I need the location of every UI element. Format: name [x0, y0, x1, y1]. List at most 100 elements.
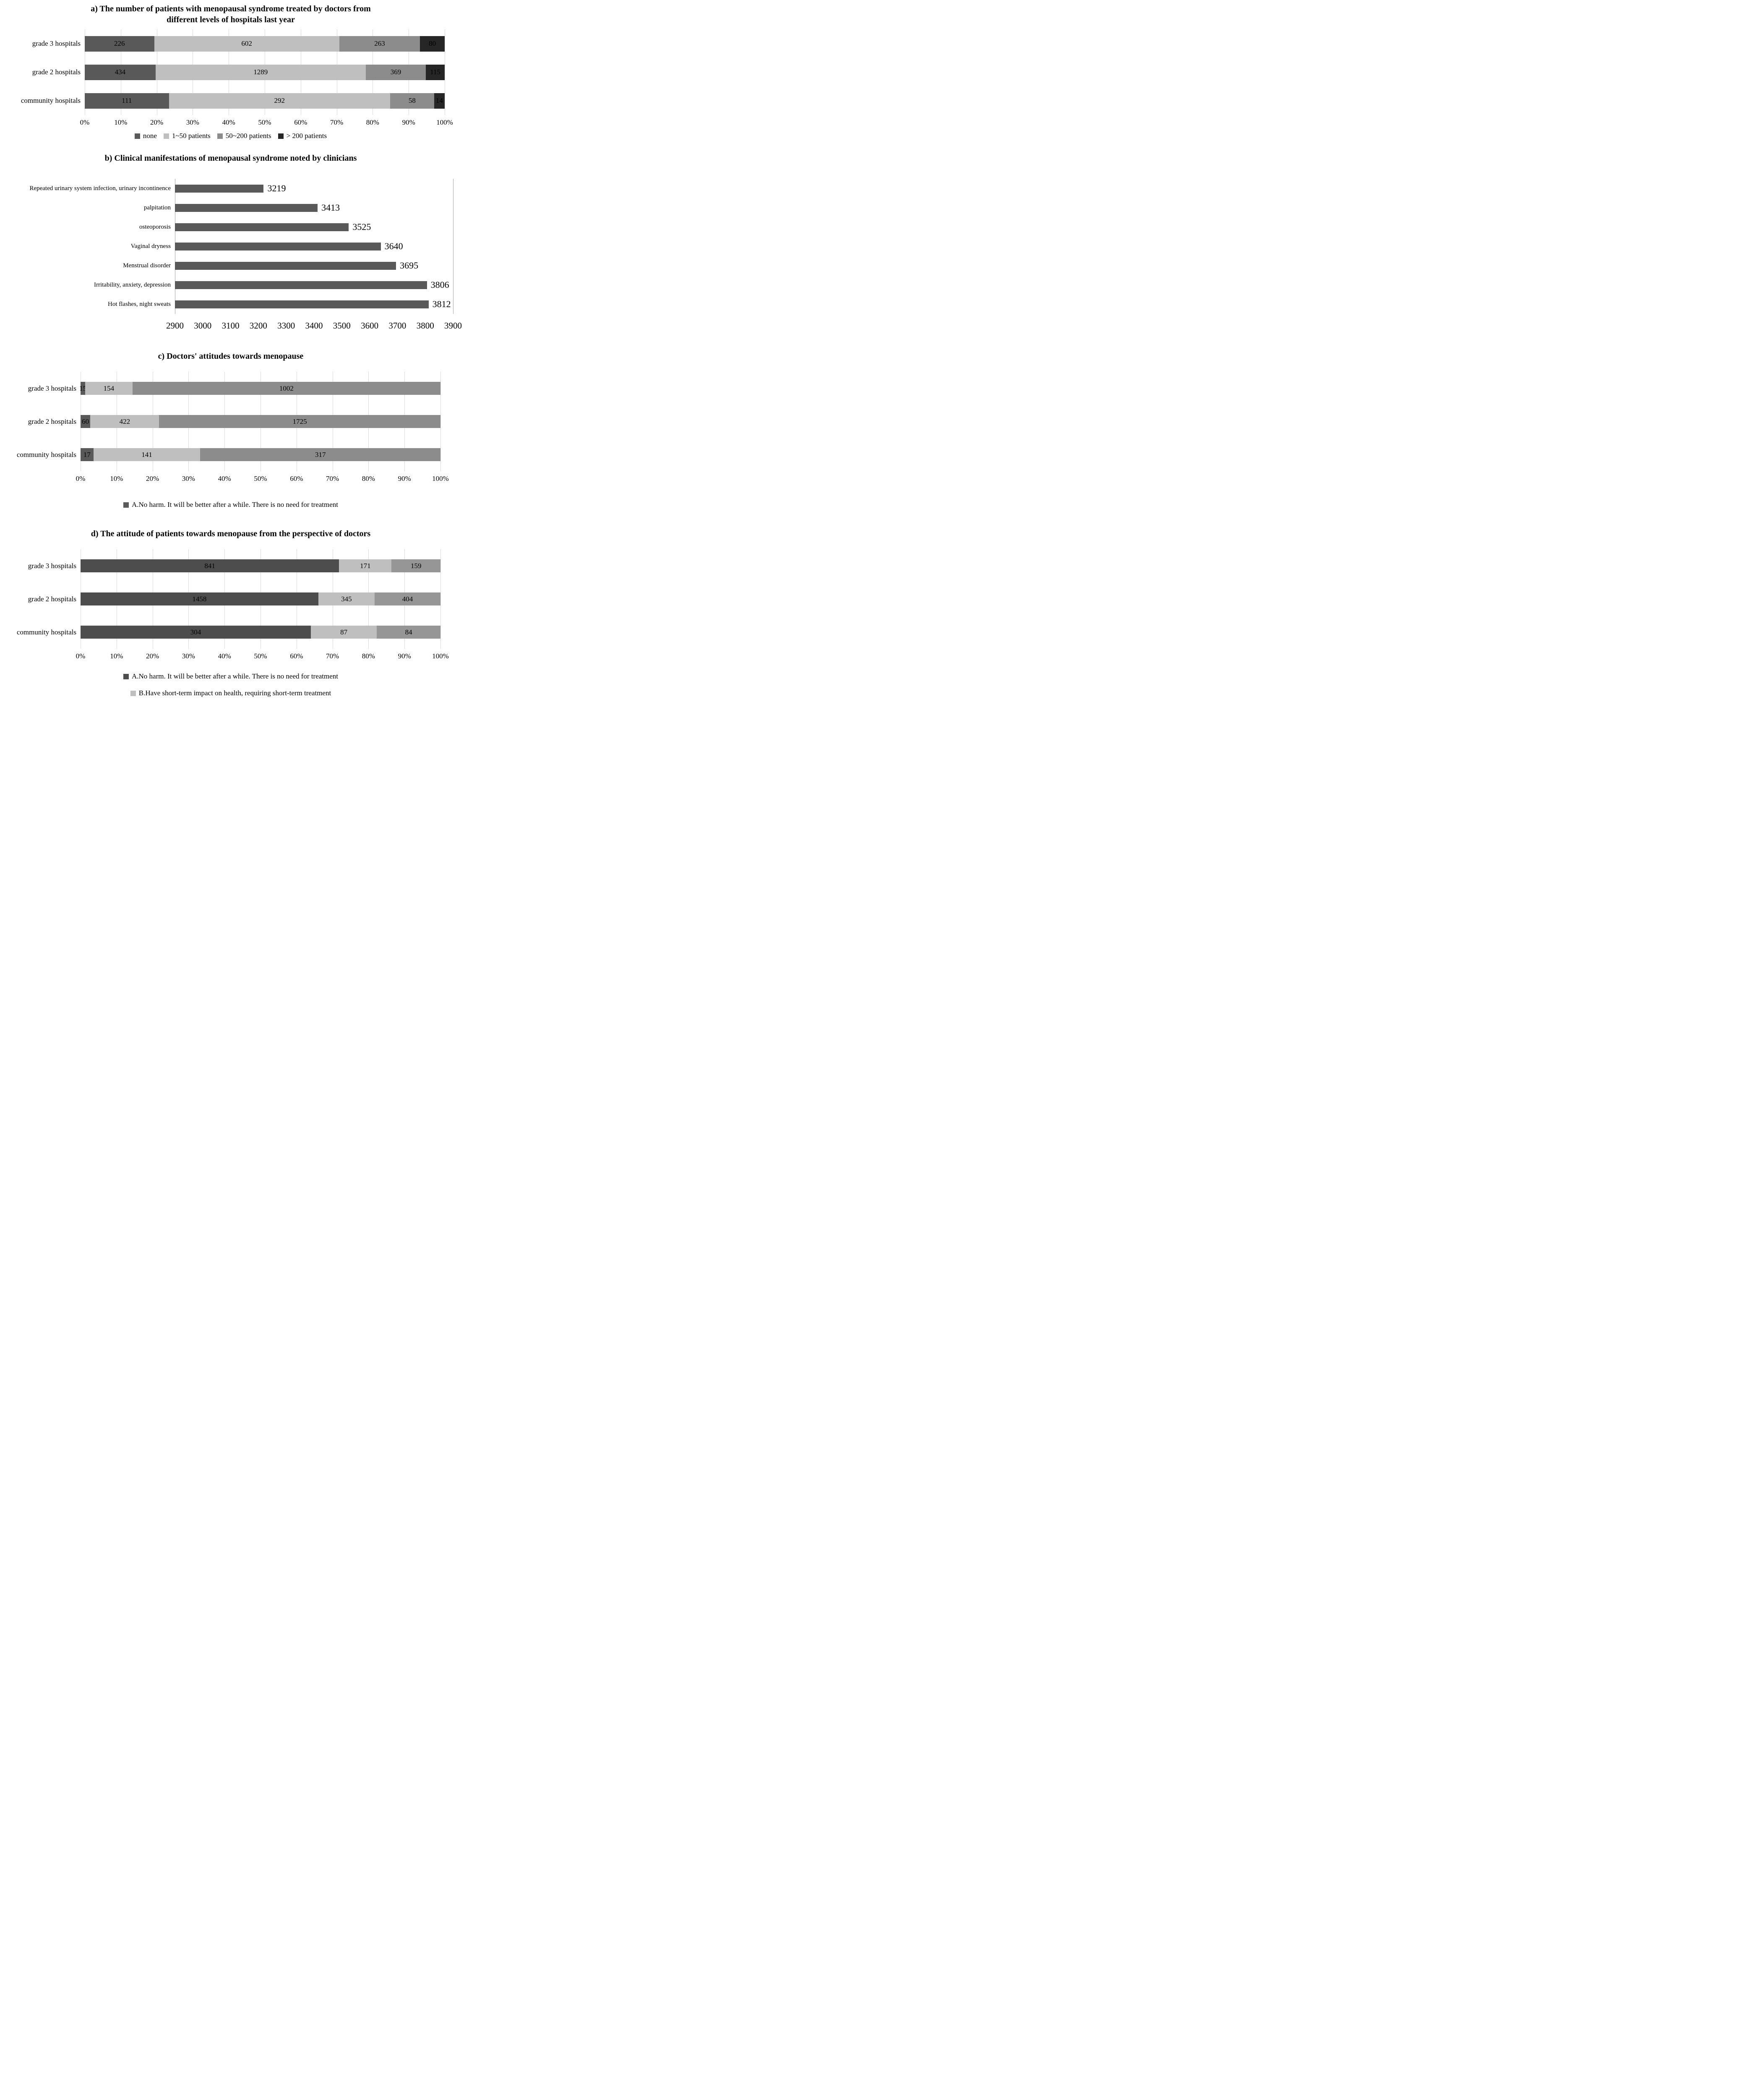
x-tick-label: 3400	[305, 321, 323, 331]
chart-row: Repeated urinary system infection, urina…	[29, 179, 453, 198]
bar-value-label: 3219	[267, 183, 286, 193]
bar-track: 1458 345 404	[81, 592, 440, 605]
x-tick-label: 20%	[146, 652, 159, 660]
chart-a-plot: grade 3 hospitals 226 602 263 80 grade 2 hosp…	[0, 29, 461, 140]
segment-value-label: 1725	[292, 417, 307, 425]
x-axis: 2900 3000 3100 3200 3300 3400 3500 3600 3700 3800…	[166, 319, 462, 333]
legend-swatch	[130, 690, 136, 696]
legend-swatch	[278, 133, 284, 139]
bar-segment-1: 111	[85, 93, 169, 109]
chart-a: a) The number of patients with menopausa…	[0, 3, 461, 140]
chart-row: palpitation 3413	[144, 198, 453, 217]
bar-segment-1: 60	[81, 415, 91, 428]
bar-value-label: 3806	[430, 279, 449, 290]
x-tick-label: 3800	[416, 321, 434, 331]
x-tick-label: 0%	[76, 475, 86, 483]
bar-segment-2: 1289	[155, 64, 366, 80]
bar-segment-1: 17	[81, 448, 94, 461]
category-label: Vaginal dryness	[130, 243, 171, 250]
x-tick-label: 50%	[258, 118, 271, 126]
x-tick-label: 80%	[362, 475, 375, 483]
category-label: community hospitals	[16, 628, 76, 636]
category-label: grade 2 hospitals	[28, 595, 76, 603]
x-tick-label: 60%	[290, 475, 303, 483]
x-tick-label: 60%	[290, 652, 303, 660]
x-tick-label: 40%	[222, 118, 235, 126]
bar-track: 304 87 84	[81, 626, 440, 639]
segment-value-label: 602	[241, 39, 252, 47]
bar-segment-3: 317	[200, 448, 440, 461]
segment-value-label: 1002	[279, 384, 294, 392]
legend-label: A.No harm. It will be better after a whi…	[131, 672, 339, 680]
legend-label: 1~50 patients	[172, 132, 211, 140]
x-tick-label: 100%	[432, 475, 449, 483]
segment-value-label: 434	[115, 68, 126, 76]
chart-row: grade 2 hospitals 60 422 1725	[28, 405, 440, 438]
segment-value-label: 1289	[253, 68, 268, 76]
segment-value-label: 80	[429, 39, 436, 47]
bar-track: 111 292 58 14	[85, 93, 445, 109]
x-tick-label: 30%	[182, 652, 195, 660]
segment-value-label: 87	[340, 628, 348, 636]
bar-segment-1: 226	[85, 36, 154, 52]
bar	[175, 300, 429, 308]
chart-row: community hospitals 304 87 84	[17, 616, 440, 649]
chart-row: grade 3 hospitals 841 171 159	[28, 549, 440, 582]
chart-d-title: d) The attitude of patients towards meno…	[91, 529, 371, 538]
bar-track: 15 154 1002	[79, 382, 440, 395]
category-label: grade 2 hospitals	[28, 417, 76, 425]
category-label: community hospitals	[21, 97, 81, 104]
legend-swatch	[123, 502, 129, 508]
bar	[175, 184, 264, 193]
category-label: grade 3 hospitals	[28, 384, 76, 392]
legend-label: > 200 patients	[286, 132, 327, 140]
x-tick-label: 90%	[398, 475, 411, 483]
segment-value-label: 17	[83, 450, 91, 459]
figure-page: a) The number of patients with menopausa…	[0, 0, 462, 703]
x-tick-label: 20%	[146, 475, 159, 483]
x-tick-label: 50%	[254, 475, 267, 483]
bar-segment-1: 304	[81, 626, 311, 639]
x-tick-label: 10%	[114, 118, 128, 126]
segment-value-label: 141	[141, 450, 152, 459]
plot-area: grade 3 hospitals 226 602 263 80 grade 2 hosp…	[21, 29, 445, 115]
segment-value-label: 292	[274, 97, 285, 104]
chart-c: c) Doctors' attitudes towards menopause …	[0, 351, 461, 509]
legend-label: none	[143, 132, 157, 140]
category-label: Hot flashes, night sweats	[108, 300, 171, 308]
legend-swatch	[123, 673, 129, 679]
segment-value-label: 15	[79, 384, 86, 392]
plot-area: grade 3 hospitals 841 171 159 grade 2 hospit…	[17, 549, 441, 649]
bar-segment-2: 87	[311, 626, 377, 639]
bar-track: 17 141 317	[81, 448, 440, 461]
category-label: Irritability, anxiety, depression	[94, 281, 171, 288]
category-label: community hospitals	[16, 450, 76, 459]
x-tick-label: 3000	[194, 321, 212, 331]
bar-segment-2: 141	[93, 448, 201, 461]
legend-item: A.No harm. It will be better after a whi…	[123, 501, 338, 509]
legend-item: > 200 patients	[278, 132, 327, 140]
chart-c-plot: grade 3 hospitals 15 154 1002 grade 2 hospit…	[0, 372, 461, 509]
chart-row: grade 2 hospitals 434 1289 369 115	[32, 58, 445, 86]
segment-value-label: 369	[390, 68, 401, 76]
x-tick-label: 80%	[366, 118, 379, 126]
bar-segment-1: 841	[81, 559, 339, 572]
bar-track: 434 1289 369 115	[85, 64, 445, 80]
bar-segment-1: 434	[85, 64, 156, 80]
segment-value-label: 159	[410, 561, 422, 570]
x-tick-label: 3700	[388, 321, 406, 331]
chart-row: Hot flashes, night sweats 3812	[108, 295, 453, 314]
bar-track: 841 171 159	[81, 559, 440, 572]
x-tick-label: 10%	[110, 475, 123, 483]
chart-b-plot: Repeated urinary system infection, urina…	[0, 179, 462, 333]
category-label: palpitation	[143, 204, 171, 211]
bar-segment-1: 1458	[81, 592, 318, 605]
bar-segment-1: 15	[79, 382, 86, 395]
chart-row: community hospitals 17 141 317	[17, 438, 440, 471]
x-axis: 0% 10% 20% 30% 40% 50% 60% 70% 80% 90% 100%	[76, 650, 449, 662]
category-label: Repeated urinary system infection, urina…	[29, 185, 171, 192]
bar-value-label: 3525	[352, 222, 371, 232]
segment-value-label: 84	[405, 628, 412, 636]
bar-segment-2: 422	[90, 415, 159, 428]
segment-value-label: 58	[408, 97, 416, 104]
